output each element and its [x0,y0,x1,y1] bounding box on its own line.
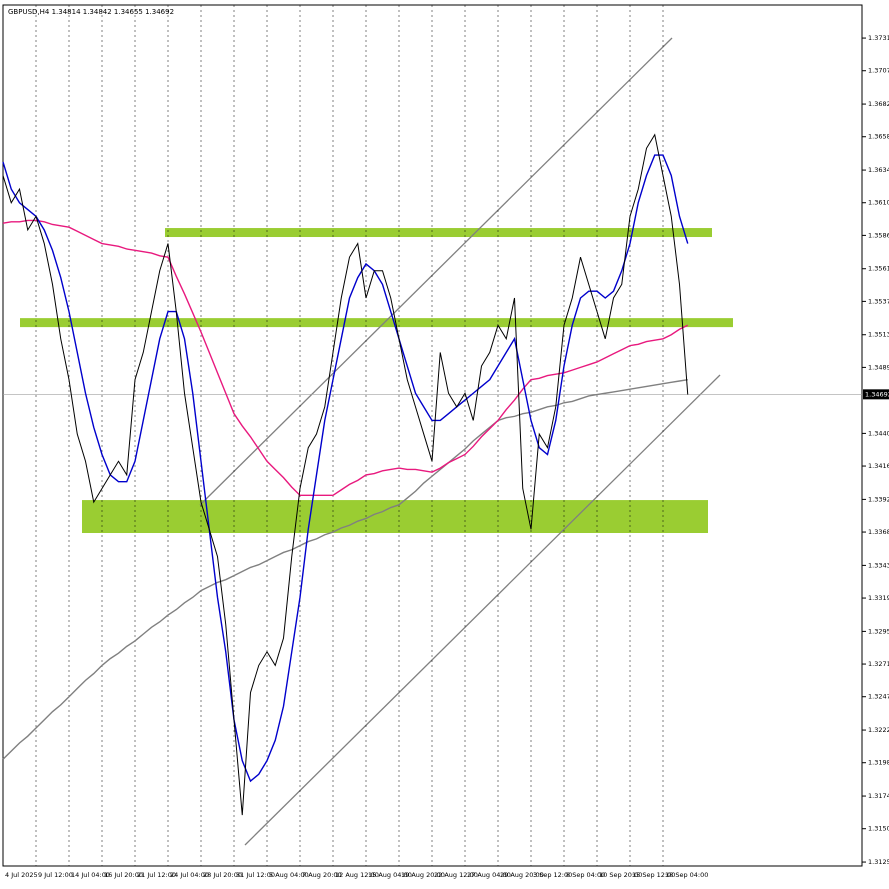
series-line [2,219,689,497]
x-tick-label: 15 Sep 12:00 [632,871,675,879]
x-tick-label: 9 Jul 12:00 [38,871,73,879]
y-tick-label: 1.36100 [868,199,889,207]
chart-title: GBPUSD,H4 1.34814 1.34842 1.34655 1.3469… [8,8,174,16]
x-tick-label: 12 Aug 12:00 [335,871,379,879]
x-tick-label: 29 Aug 20:00 [500,871,544,879]
y-tick-label: 1.33680 [868,528,889,536]
series-line [2,154,689,783]
y-tick-label: 1.36825 [868,100,889,108]
y-tick-label: 1.34890 [868,363,889,371]
y-tick-label: 1.34165 [868,462,889,470]
x-tick-label: 14 Jul 04:00 [71,871,110,879]
y-tick-label: 1.35615 [868,265,889,273]
x-tick-label: 7 Aug 20:00 [302,871,342,879]
x-tick-label: 15 Aug 04:00 [368,871,412,879]
x-tick-label: 31 Jul 12:00 [236,871,275,879]
y-tick-label: 1.37070 [868,67,889,75]
price-label-bg [863,389,889,400]
y-tick-label: 1.32470 [868,693,889,701]
y-tick-label: 1.32950 [868,627,889,635]
y-tick-label: 1.33920 [868,495,889,503]
y-tick-label: 1.35375 [868,297,889,305]
x-tick-label: 19 Aug 20:00 [401,871,445,879]
x-tick-label: 16 Jul 20:00 [104,871,143,879]
x-tick-label: 18 Sep 04:00 [665,871,708,879]
y-tick-label: 1.35860 [868,231,889,239]
y-tick-label: 1.34405 [868,429,889,437]
channel-upper [199,37,673,506]
y-tick-label: 1.31985 [868,759,889,767]
y-tick-label: 1.32710 [868,660,889,668]
x-tick-label: 5 Aug 04:00 [269,871,309,879]
y-tick-label: 1.32225 [868,726,889,734]
y-tick-label: 1.36585 [868,133,889,141]
x-tick-label: 4 Jul 2025 [5,871,38,879]
support-resistance-zone [20,318,733,328]
y-tick-label: 1.33435 [868,561,889,569]
x-tick-label: 21 Jul 12:00 [137,871,176,879]
x-tick-label: 27 Aug 04:00 [467,871,511,879]
y-tick-label: 1.33195 [868,594,889,602]
x-tick-label: 8 Sep 04:00 [566,871,605,879]
channel-lower [244,374,721,846]
x-tick-label: 28 Jul 20:00 [203,871,242,879]
series-line [2,378,688,760]
x-tick-label: 10 Sep 20:00 [599,871,642,879]
x-tick-label: 3 Sep 12:00 [533,871,572,879]
y-tick-label: 1.37310 [868,34,889,42]
y-tick-label: 1.36340 [868,166,889,174]
y-tick-label: 1.31740 [868,792,889,800]
support-resistance-zone [165,228,712,238]
price-label: 1.34692 [865,390,889,398]
y-tick-label: 1.31500 [868,825,889,833]
y-tick-label: 1.35130 [868,331,889,339]
x-tick-label: 24 Jul 04:00 [170,871,209,879]
y-tick-label: 1.31255 [868,858,889,866]
support-resistance-zone [82,500,708,534]
series-line [2,133,689,816]
x-tick-label: 22 Aug 12:00 [434,871,478,879]
